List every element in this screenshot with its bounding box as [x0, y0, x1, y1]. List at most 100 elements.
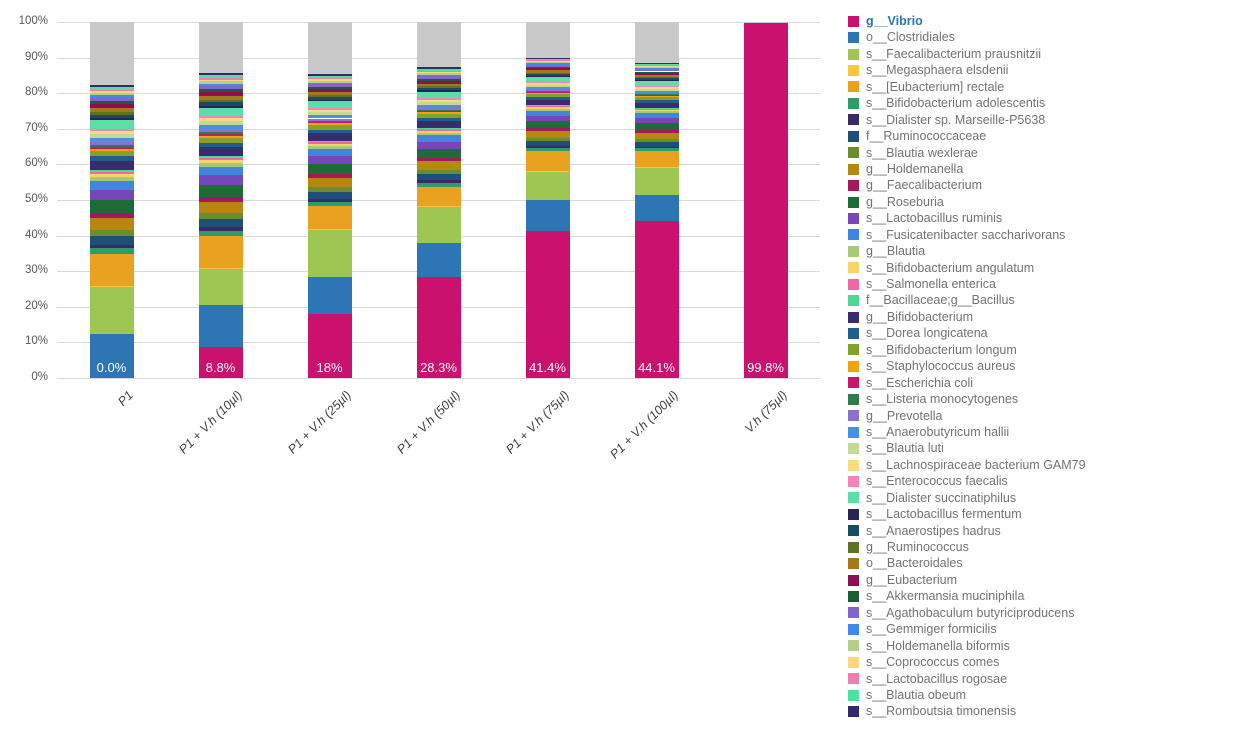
gridline — [57, 378, 820, 379]
bar-segment — [416, 74, 461, 77]
bar-segment — [198, 22, 243, 74]
bar-segment — [89, 217, 134, 230]
bar-segment — [634, 90, 679, 93]
bar-segment — [198, 197, 243, 202]
bar-segment — [307, 109, 352, 113]
bar-segment — [307, 173, 352, 178]
bar-segment — [307, 140, 352, 142]
legend-swatch — [848, 65, 859, 77]
bar-segment — [89, 85, 134, 87]
bar-segment — [525, 115, 570, 121]
bar-segment — [307, 22, 352, 75]
legend-label: s__Akkermansia muciniphila — [866, 589, 1025, 604]
y-axis-tick-label: 50% — [24, 193, 48, 205]
legend-item: g__Roseburia — [848, 194, 1238, 210]
legend-label: s__Lachnospiraceae bacterium GAM79 — [866, 457, 1086, 472]
bar-segment — [89, 145, 134, 147]
bar-segment — [198, 89, 243, 93]
legend-label: g__Ruminococcus — [866, 540, 969, 554]
bar-segment — [416, 107, 461, 110]
legend-label: s__Lactobacillus ruminis — [866, 211, 1003, 226]
bar-segment — [525, 60, 570, 62]
bar-segment — [89, 128, 134, 131]
bar-segment — [307, 145, 352, 149]
bar-segment — [525, 106, 570, 108]
bar-segment — [416, 132, 461, 136]
legend-swatch — [848, 492, 859, 504]
legend-swatch — [848, 706, 859, 718]
bar-segment — [525, 141, 570, 146]
legend-label: s__Salmonella enterica — [866, 277, 996, 291]
legend-swatch — [848, 229, 859, 241]
bar-segment — [89, 86, 134, 90]
bar-segment — [198, 346, 243, 378]
bar-segment — [634, 62, 679, 64]
bar-segment — [525, 171, 570, 200]
bar-segment — [307, 163, 352, 174]
bar-segment — [198, 227, 243, 231]
bar-segment — [634, 118, 679, 124]
bar-segment — [416, 83, 461, 87]
bar-segment — [89, 236, 134, 245]
bar-segment — [525, 77, 570, 82]
legend-label: s__Anaerobutyricum hallii — [866, 424, 1010, 439]
bar-segment — [198, 83, 243, 87]
bar-segment — [307, 92, 352, 95]
legend-item: g__Eubacterium — [848, 572, 1238, 588]
legend-label: f__Ruminococcaceae — [866, 129, 987, 144]
bar-segment — [634, 167, 679, 195]
bar-segment — [416, 109, 461, 111]
bar-segment — [198, 73, 243, 76]
bar-segment — [416, 68, 461, 71]
bar-segment — [416, 277, 461, 378]
legend-item: s__Anaerobutyricum hallii — [848, 424, 1238, 440]
bar-1: 0.0% — [89, 22, 134, 378]
bar-segment — [307, 192, 352, 199]
bar-segment — [416, 174, 461, 181]
bar-segment — [634, 71, 679, 73]
legend-label: s__Lactobacillus rogosae — [866, 671, 1008, 686]
legend-item: s__Lactobacillus ruminis — [848, 210, 1238, 226]
bar-segment — [634, 85, 679, 87]
legend-item: s__Lachnospiraceae bacterium GAM79 — [848, 457, 1238, 473]
legend-swatch — [848, 689, 859, 701]
bar-segment — [634, 109, 679, 112]
bar-segment — [198, 236, 243, 269]
bar-segment — [416, 70, 461, 72]
bar-segment — [307, 86, 352, 89]
bar-segment — [198, 105, 243, 109]
legend-label: s__Faecalibacterium prausnitzii — [866, 46, 1042, 61]
legend-swatch — [848, 212, 859, 224]
bar-segment — [634, 102, 679, 108]
bar-segment — [307, 108, 352, 110]
bar-segment — [416, 206, 461, 208]
legend-item: s__Staphylococcus aureus — [848, 358, 1238, 374]
bar-segment — [416, 112, 461, 114]
legend-item: s__Blautia wexlerae — [848, 145, 1238, 161]
bar-segment — [307, 133, 352, 141]
bar-segment — [525, 151, 570, 171]
bar-segment — [198, 269, 243, 306]
legend-item: s__Dorea longicatena — [848, 325, 1238, 341]
bar-segment — [198, 125, 243, 130]
legend-item: o__Clostridiales — [848, 29, 1238, 45]
bar-segment — [416, 117, 461, 122]
bar-segment — [307, 201, 352, 207]
x-axis-category-label: P1 + V.h (50µl) — [393, 388, 463, 457]
legend-swatch — [848, 574, 859, 586]
bar-segment — [198, 79, 243, 82]
bar-2: 8.8% — [198, 22, 243, 378]
bar-4: 28.3% — [416, 22, 461, 378]
bar-segment — [89, 93, 134, 96]
bar-segment — [634, 96, 679, 98]
legend-label: s__Listeria monocytogenes — [866, 392, 1019, 407]
legend-swatch — [848, 656, 859, 668]
bar-segment — [634, 221, 679, 378]
bar-segment — [89, 91, 134, 94]
bar-segment — [634, 65, 679, 67]
bar-segment — [416, 101, 461, 105]
bar-segment — [416, 141, 461, 149]
legend-label: s__Coprococcus comes — [866, 655, 1000, 670]
legend-label: s__Holdemanella biformis — [866, 638, 1010, 653]
